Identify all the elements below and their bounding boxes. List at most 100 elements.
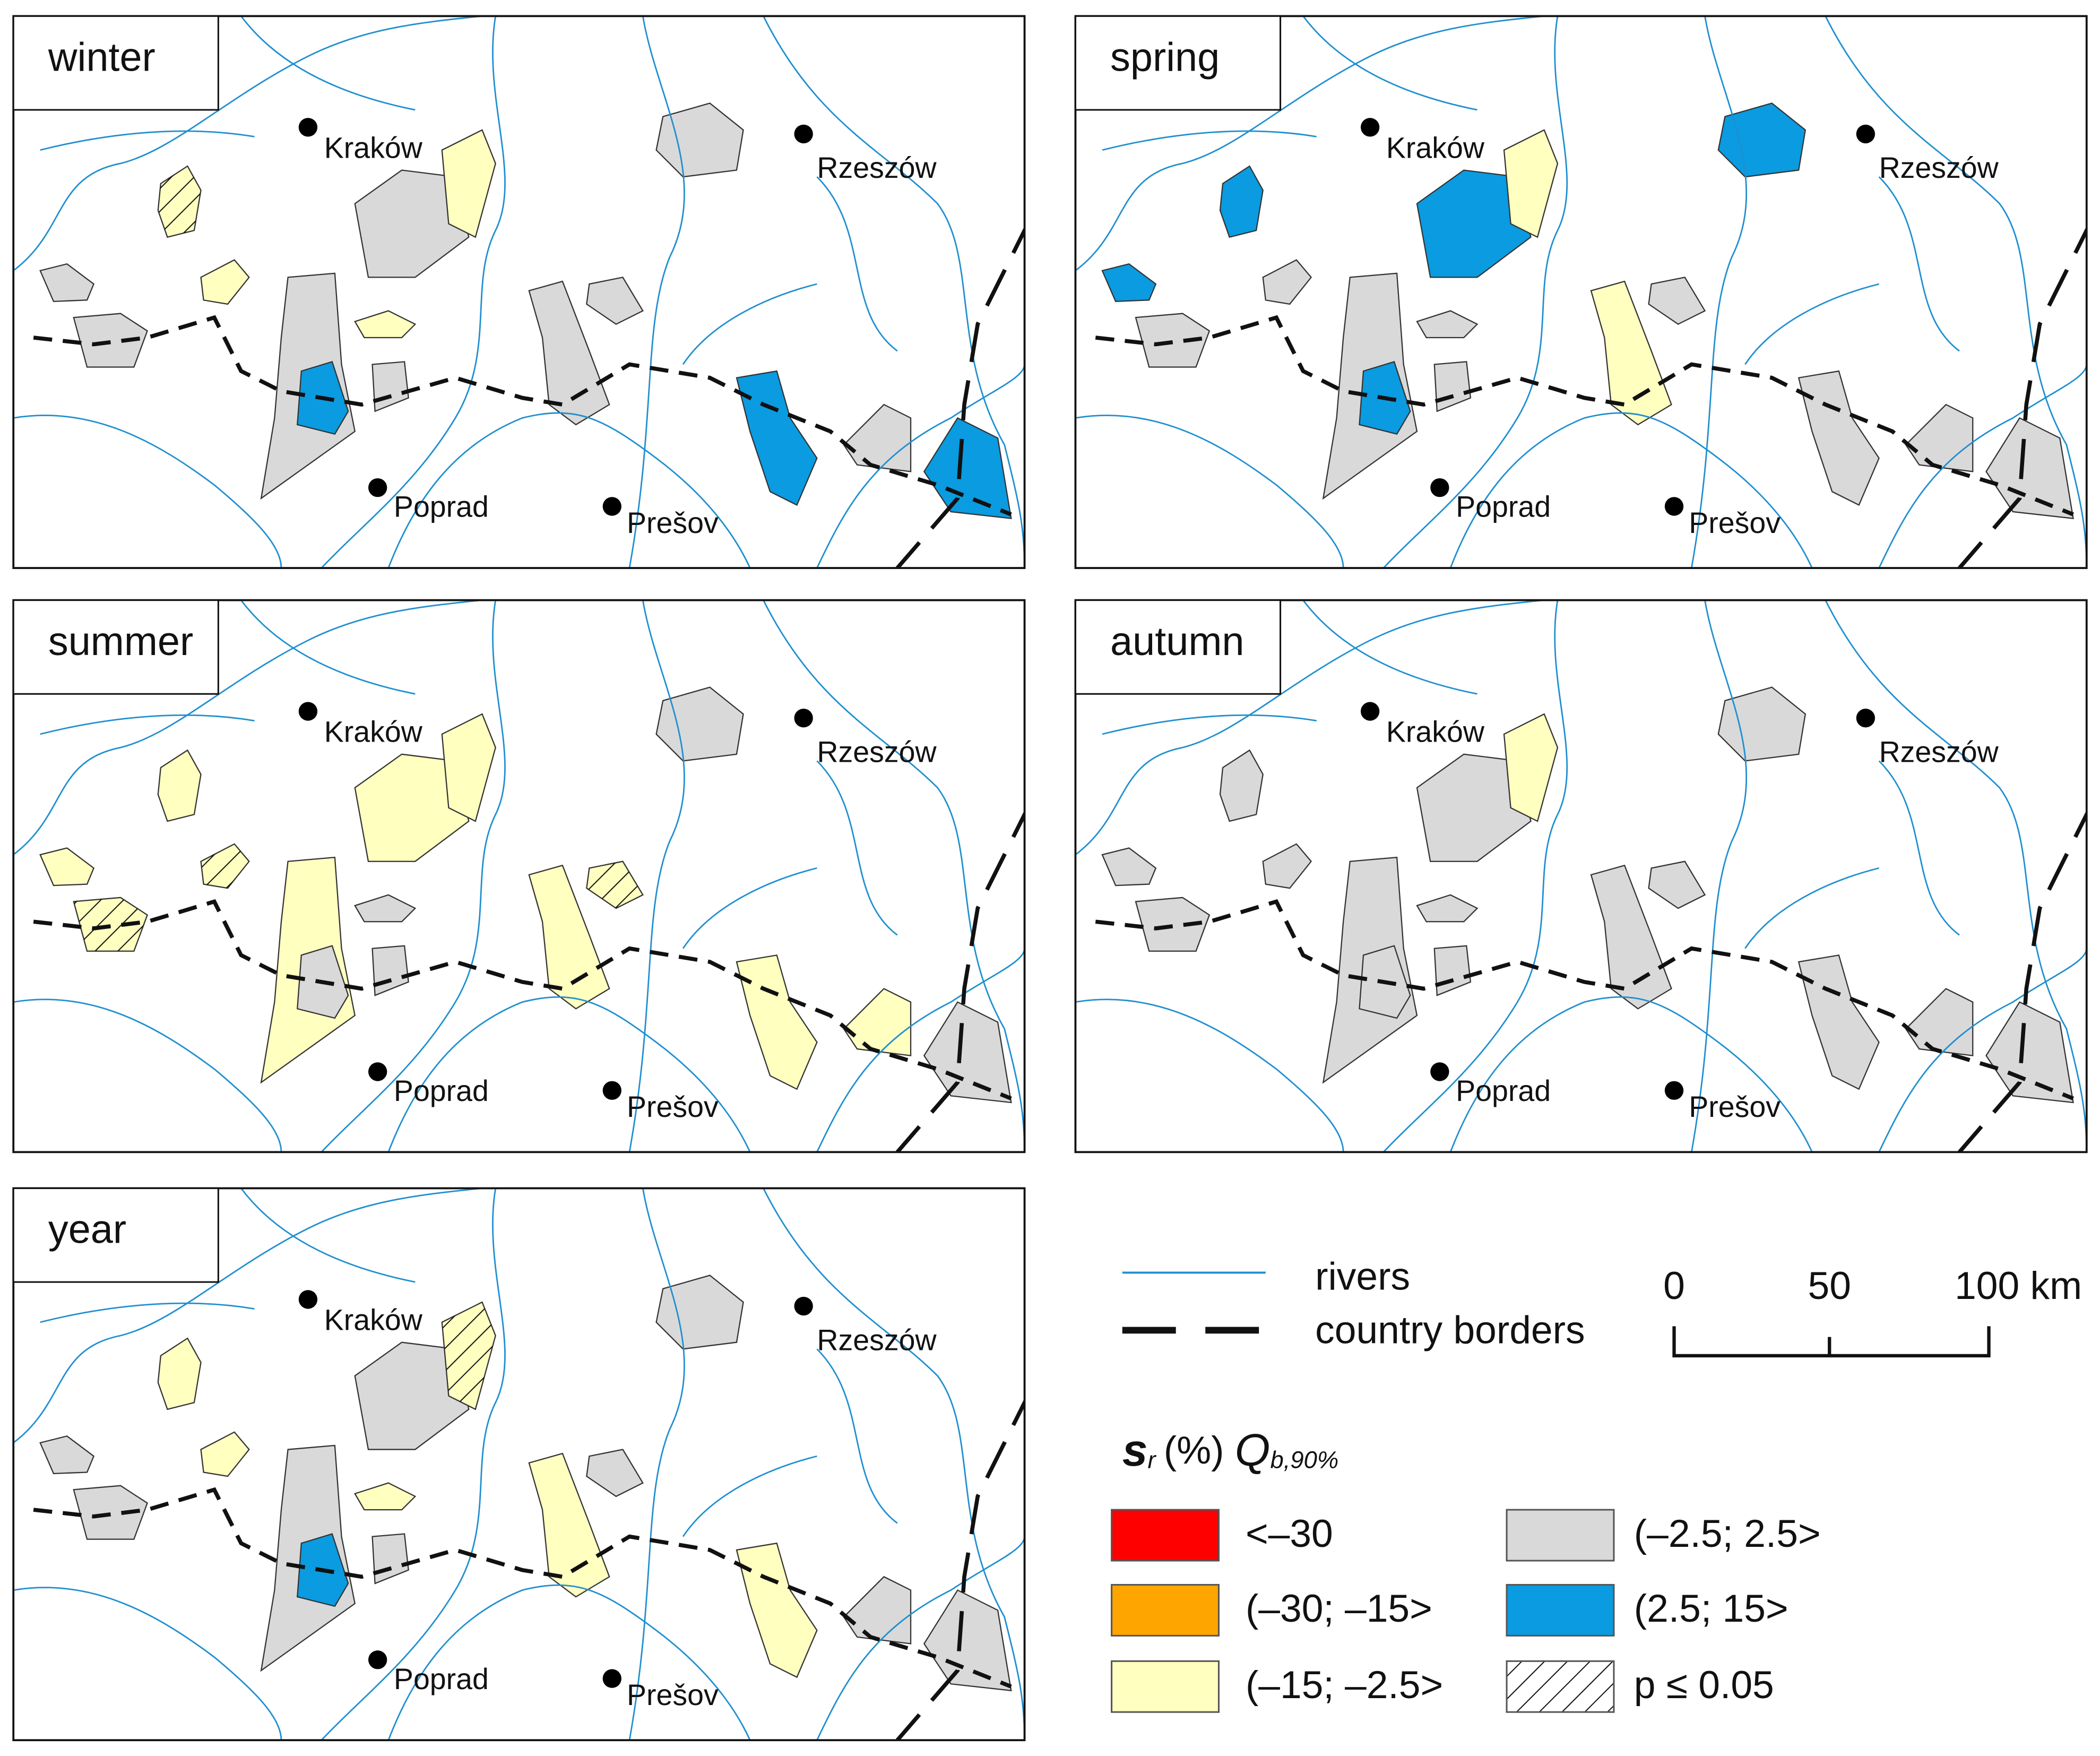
catchment [586, 1449, 644, 1497]
country-border [895, 810, 1025, 1152]
catchment [1797, 370, 1880, 506]
catchment [1590, 280, 1672, 426]
catchment [1416, 169, 1532, 278]
scale-label: 0 [1663, 1264, 1685, 1307]
map-content: Kraków Rzeszów Poprad Prešov [1075, 600, 2087, 1152]
river [1825, 600, 2087, 1152]
catchment [1262, 843, 1312, 889]
country-border [1958, 810, 2087, 1152]
catchment [1219, 749, 1264, 822]
river [1744, 176, 1960, 365]
river [13, 16, 482, 271]
catchment [736, 1542, 818, 1678]
catchment [1985, 1001, 2074, 1104]
city-dot [368, 1650, 387, 1669]
river [1075, 16, 1544, 271]
river [387, 1584, 751, 1741]
city-label: Kraków [1386, 131, 1485, 164]
catchment [354, 1341, 470, 1450]
map-panel: Kraków Rzeszów Poprad Prešov spring [1074, 15, 2088, 569]
city-label: Poprad [394, 1074, 489, 1107]
class-swatch [1111, 1660, 1220, 1713]
river [1690, 16, 1748, 569]
catchment [441, 713, 496, 822]
river [1382, 16, 1568, 569]
river [387, 996, 751, 1152]
map-panel: Kraków Rzeszów Poprad Prešov year [12, 1187, 1026, 1742]
legend-rivers: rivers [1315, 1254, 1410, 1298]
river [1690, 600, 1748, 1152]
map-content: Kraków Rzeszów Poprad Prešov [1075, 16, 2087, 569]
scale-bar [1672, 1326, 1991, 1358]
city-dot [602, 1669, 621, 1688]
legend-borders: country borders [1315, 1308, 1585, 1352]
catchment [1416, 310, 1479, 339]
catchment [655, 1275, 744, 1350]
title-box [12, 1187, 219, 1283]
river [628, 1188, 685, 1741]
catchment [200, 1431, 250, 1477]
catchment [923, 1589, 1012, 1692]
catchment [923, 1001, 1012, 1104]
catchment [528, 1452, 610, 1598]
class-label: p ≤ 0.05 [1634, 1663, 1774, 1707]
river [628, 16, 685, 569]
city-dot [1856, 124, 1876, 144]
city-label: Kraków [1386, 716, 1485, 748]
catchment [923, 417, 1012, 519]
city-label: Kraków [324, 1303, 423, 1336]
catchment [157, 749, 202, 822]
city-label: Poprad [394, 1663, 489, 1695]
map-content: Kraków Rzeszów Poprad Prešov [13, 16, 1025, 569]
catchment [1416, 753, 1532, 862]
catchment [736, 954, 818, 1090]
legend-title: sr (%) Qb,90% [1122, 1425, 1338, 1476]
catchment [39, 847, 95, 886]
catchment [354, 310, 417, 339]
panel-frame [1074, 15, 2088, 569]
legend: rivers country borders 0 50 100 km sr (%)… [1111, 1254, 2082, 1713]
city-label: Rzeszów [817, 1323, 937, 1356]
country-border [1095, 899, 2074, 1100]
panel-title: summer [48, 619, 193, 664]
catchment [200, 259, 250, 305]
river [1744, 760, 1960, 949]
catchment [1648, 277, 1706, 325]
city-dot [794, 709, 813, 728]
catchment [528, 280, 610, 426]
river [1075, 600, 1544, 856]
river [1825, 16, 2087, 569]
river [1102, 600, 1477, 735]
catchment [73, 313, 148, 368]
city-label: Rzeszów [817, 735, 937, 768]
significance-hatch [73, 897, 148, 951]
catchment [1135, 897, 1211, 952]
city-dot [794, 124, 813, 144]
city-label: Prešov [627, 1090, 719, 1123]
country-border [33, 1487, 1012, 1689]
catchment [1416, 894, 1479, 923]
catchment [1135, 313, 1211, 368]
panel-frame [12, 1187, 1026, 1742]
country-border [895, 1398, 1025, 1741]
river [763, 1188, 1025, 1741]
catchment [1717, 102, 1807, 178]
title-box [1074, 599, 1282, 695]
river [1382, 600, 1568, 1152]
catchment [1503, 713, 1559, 822]
city-label: Rzeszów [1879, 151, 1999, 184]
significance-hatch [586, 861, 643, 909]
significance-hatch [201, 843, 249, 889]
catchment [1717, 686, 1807, 762]
panel-title: winter [48, 35, 155, 80]
river [1878, 948, 2087, 1152]
catchment [586, 277, 644, 325]
catchment [1590, 864, 1672, 1010]
city-dot [602, 497, 621, 516]
significance-hatch [158, 166, 201, 237]
class-swatch [1506, 1583, 1615, 1637]
panel-title: year [48, 1207, 126, 1252]
class-label: (–30; –15> [1246, 1587, 1432, 1630]
